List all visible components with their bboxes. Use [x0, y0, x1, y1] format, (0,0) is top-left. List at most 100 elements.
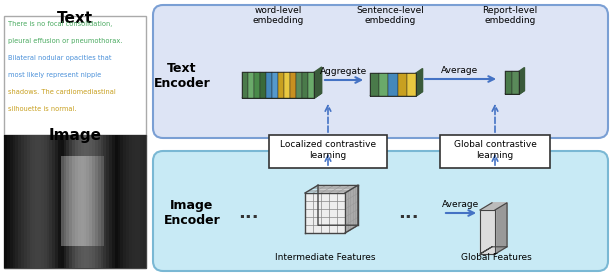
Bar	[67, 135, 70, 268]
Bar	[21, 135, 24, 268]
Bar	[440, 135, 550, 168]
Bar	[123, 135, 127, 268]
Bar	[290, 72, 296, 98]
Polygon shape	[318, 185, 358, 193]
Bar	[103, 135, 106, 268]
Text: Global contrastive
learning: Global contrastive learning	[453, 140, 537, 160]
Bar	[7, 135, 10, 268]
Bar	[24, 135, 27, 268]
Text: Intermediate Features: Intermediate Features	[275, 253, 375, 262]
Bar	[61, 135, 64, 268]
Bar	[407, 73, 416, 96]
Bar	[29, 135, 33, 268]
Polygon shape	[370, 92, 423, 96]
Bar	[512, 71, 519, 94]
Bar	[109, 135, 113, 268]
Bar	[69, 156, 73, 246]
Bar	[266, 72, 272, 98]
Bar	[10, 135, 13, 268]
Text: Image
Encoder: Image Encoder	[163, 199, 220, 227]
Polygon shape	[519, 68, 524, 94]
Text: pleural effusion or pneumothorax.: pleural effusion or pneumothorax.	[8, 38, 122, 44]
Bar	[98, 156, 101, 246]
Bar	[248, 72, 254, 98]
Bar	[55, 135, 59, 268]
Bar	[115, 135, 118, 268]
Bar	[81, 135, 84, 268]
Text: Average: Average	[441, 66, 479, 75]
Bar	[254, 72, 260, 98]
Polygon shape	[242, 93, 322, 98]
Text: ...: ...	[398, 204, 419, 222]
Bar	[81, 156, 84, 246]
Bar	[92, 135, 95, 268]
Bar	[78, 135, 81, 268]
Bar	[18, 135, 21, 268]
Bar	[296, 72, 302, 98]
Text: Report-level
embedding: Report-level embedding	[482, 6, 537, 25]
Bar	[389, 73, 398, 96]
FancyBboxPatch shape	[153, 151, 608, 271]
Bar	[58, 135, 61, 268]
Bar	[398, 73, 407, 96]
Polygon shape	[495, 203, 507, 254]
Text: shadows. The cardiomediastinal: shadows. The cardiomediastinal	[8, 89, 116, 95]
Bar	[86, 135, 90, 268]
Text: ...: ...	[237, 204, 258, 222]
Bar	[260, 72, 266, 98]
Bar	[126, 135, 130, 268]
Bar	[89, 156, 92, 246]
Bar	[92, 156, 95, 246]
Bar	[278, 72, 284, 98]
Bar	[100, 156, 104, 246]
Bar	[272, 72, 278, 98]
Bar	[4, 135, 7, 268]
Bar	[15, 135, 19, 268]
Bar	[67, 156, 70, 246]
Bar	[32, 135, 35, 268]
Bar	[89, 135, 92, 268]
Bar	[72, 156, 75, 246]
Bar	[106, 135, 110, 268]
Bar	[61, 156, 64, 246]
Bar	[140, 135, 144, 268]
Bar	[121, 135, 124, 268]
Text: word-level
embedding: word-level embedding	[252, 6, 304, 25]
Bar	[308, 72, 314, 98]
Text: Bilateral nodular opacities that: Bilateral nodular opacities that	[8, 55, 111, 61]
Polygon shape	[505, 91, 524, 94]
Polygon shape	[345, 185, 358, 233]
Bar	[69, 135, 73, 268]
Bar	[38, 135, 42, 268]
Bar	[100, 135, 104, 268]
Text: Text
Encoder: Text Encoder	[154, 62, 211, 90]
Bar	[95, 156, 98, 246]
Bar	[505, 71, 512, 94]
Bar	[98, 135, 101, 268]
Bar	[132, 135, 135, 268]
Bar	[4, 135, 146, 268]
Polygon shape	[480, 203, 507, 210]
Bar	[95, 135, 98, 268]
Text: Sentence-level
embedding: Sentence-level embedding	[356, 6, 424, 25]
Bar	[129, 135, 132, 268]
Bar	[112, 135, 115, 268]
Bar	[52, 135, 56, 268]
Polygon shape	[314, 67, 322, 98]
Bar	[4, 16, 146, 136]
Bar	[379, 73, 389, 96]
Text: Text: Text	[57, 11, 93, 26]
Bar	[27, 135, 30, 268]
Text: Average: Average	[442, 200, 480, 209]
Text: silhouette is normal.: silhouette is normal.	[8, 106, 76, 112]
Bar	[83, 135, 87, 268]
Bar	[75, 135, 78, 268]
Text: There is no focal consolidation,: There is no focal consolidation,	[8, 21, 112, 27]
Bar	[143, 135, 146, 268]
Bar	[284, 72, 290, 98]
Text: most likely represent nipple: most likely represent nipple	[8, 72, 101, 78]
Bar	[78, 156, 81, 246]
Bar	[64, 135, 67, 268]
Polygon shape	[416, 68, 423, 96]
Bar	[50, 135, 53, 268]
